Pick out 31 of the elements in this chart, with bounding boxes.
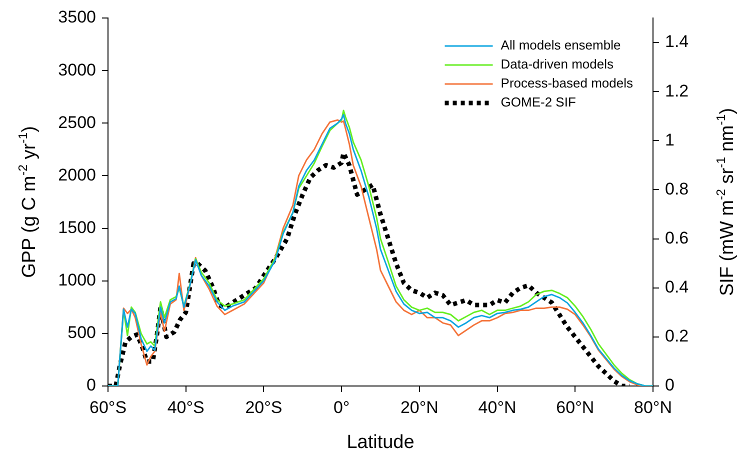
y-tick-label: 2500 — [58, 112, 96, 132]
y2-tick-label: 0.2 — [665, 326, 689, 346]
x-tick-label: 20°S — [245, 398, 282, 417]
legend-label: GOME-2 SIF — [500, 94, 576, 110]
y2-tick-label: 0 — [665, 376, 674, 395]
x-tick-label: 40°S — [167, 398, 204, 417]
x-tick-label: 40°N — [478, 398, 516, 417]
y2-axis-title: SIF (mW m-2 sr-1 nm-1) — [714, 108, 738, 296]
x-tick-label: 60°S — [89, 398, 127, 417]
x-tick-label: 60°N — [556, 398, 594, 417]
y-tick-label: 0 — [86, 376, 96, 395]
y-tick-label: 500 — [68, 323, 96, 342]
y2-tick-label: 1.2 — [665, 81, 689, 100]
y-axis-title: GPP (g C m-2 yr-1) — [16, 126, 40, 278]
y2-tick-label: 1.4 — [665, 32, 689, 52]
x-tick-label: 0° — [333, 398, 350, 417]
x-axis-title: Latitude — [346, 432, 414, 454]
y-tick-label: 2000 — [58, 165, 96, 184]
y-tick-label: 3000 — [58, 60, 96, 80]
y-tick-label: 3500 — [58, 8, 96, 27]
x-tick-label: 20°N — [400, 398, 438, 417]
y2-tick-label: 0.4 — [665, 278, 689, 297]
legend-label: All models ensemble — [500, 38, 621, 53]
y2-tick-label: 1 — [665, 130, 674, 150]
x-tick-label: 80°N — [634, 398, 672, 417]
y-tick-label: 1500 — [58, 218, 96, 237]
y2-tick-label: 0.8 — [665, 179, 689, 198]
y-tick-label: 1000 — [58, 270, 96, 290]
legend-label: Process-based models — [500, 76, 634, 91]
legend-label: Data-driven models — [500, 56, 614, 72]
y2-tick-label: 0.6 — [665, 228, 689, 248]
